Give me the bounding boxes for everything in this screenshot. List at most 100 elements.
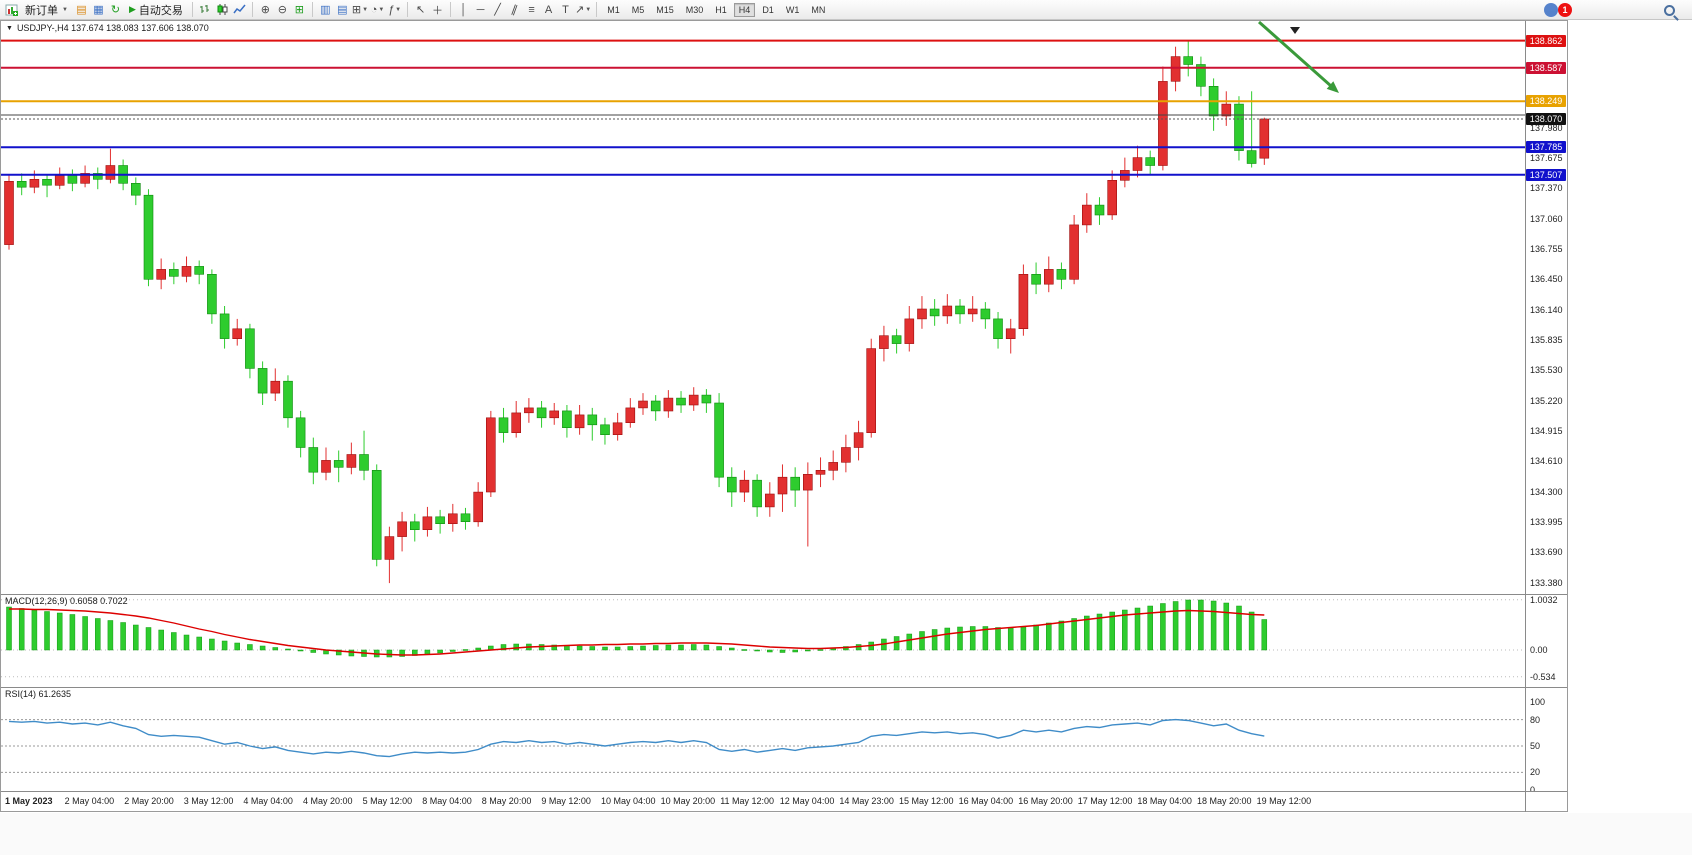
candle — [93, 167, 103, 190]
print-icon[interactable]: ▤ — [76, 4, 87, 16]
macd-histogram-bar — [1109, 611, 1115, 651]
timeframe-button-h1[interactable]: H1 — [715, 4, 727, 15]
macd-histogram-bar — [690, 644, 697, 651]
macd-histogram-bar — [640, 645, 646, 651]
macd-histogram-bar — [551, 644, 557, 651]
chart-shift-marker[interactable] — [1290, 27, 1300, 34]
candle — [295, 410, 306, 458]
time-axis-label: 8 May 04:00 — [422, 796, 472, 806]
candle — [612, 412, 623, 441]
chart-title-bar: ▼ USDJPY-,H4 137.674 138.083 137.606 138… — [6, 23, 209, 33]
charts-stack-icon[interactable]: ▦ — [93, 4, 104, 16]
candle — [993, 312, 1003, 349]
candlestick-chart-icon[interactable] — [214, 1, 231, 18]
status-dot-icon[interactable] — [1544, 3, 1558, 17]
macd-histogram-bar — [817, 649, 824, 651]
refresh-icon[interactable]: ↻ — [110, 4, 121, 16]
macd-histogram-bar — [133, 624, 139, 651]
period-clock-button[interactable]: ◔ ▼ — [370, 3, 385, 16]
candle — [1044, 256, 1054, 293]
macd-histogram-bar — [171, 632, 177, 651]
time-axis[interactable]: 1 May 2023 2 May 04:00 2 May 20:00 3 May 12… — [1, 791, 1567, 811]
timeframe-button-mn[interactable]: MN — [811, 4, 826, 15]
main-toolbar: 新订单 ▼ ▤ ▦ ↻ ▶ 自动交易 ⊕ ⊖ ⊞ ▥ ▤ ⊞ ▼ ◔ ▼ ƒ ▼ ↖ … — [0, 0, 1692, 20]
timeframe-button-h4[interactable]: H4 — [733, 2, 756, 17]
price-axis-label: 134.300 — [1530, 487, 1563, 498]
macd-histogram-bar — [805, 649, 811, 652]
text-tool-icon[interactable]: A — [544, 3, 553, 16]
annotation-arrow[interactable] — [1258, 21, 1339, 93]
macd-histogram-bar — [297, 649, 304, 652]
notification-badge[interactable]: 1 — [1558, 3, 1572, 17]
new-order-button[interactable]: 新订单 ▼ — [20, 1, 73, 18]
time-axis-label: 15 May 12:00 — [899, 796, 954, 806]
candle — [219, 306, 230, 349]
crosshair-icon[interactable]: ＋ — [432, 4, 444, 17]
macd-histogram-bar — [931, 629, 938, 651]
timeframe-button-m30[interactable]: M30 — [685, 4, 704, 15]
label-tool-icon[interactable]: T — [562, 3, 569, 16]
timeframe-button-w1[interactable]: W1 — [785, 4, 800, 15]
candle — [80, 165, 90, 188]
arrows-tool-button[interactable]: ↗ ▼ — [575, 4, 592, 16]
candle — [1094, 197, 1105, 225]
macd-histogram-bar — [1198, 599, 1204, 651]
new-chart-icon[interactable] — [3, 1, 20, 18]
chevron-down-icon: ▼ — [395, 6, 402, 13]
bar-chart-icon[interactable] — [197, 1, 214, 18]
candle — [1221, 91, 1232, 126]
macd-pane[interactable]: MACD(12,26,9) 0.6058 0.7022 1.0032 0.00 -0… — [1, 594, 1567, 687]
timeframe-group: M1 M5 M15 M30 H1 H4 D1 W1 MN — [601, 2, 831, 17]
candle — [879, 325, 889, 362]
cascade-windows-icon[interactable]: ▤ — [337, 4, 348, 16]
horizontal-line-tool-icon[interactable]: ─ — [476, 3, 485, 16]
zoom-in-icon[interactable]: ⊕ — [260, 4, 270, 16]
macd-histogram-bar — [120, 622, 126, 651]
zoom-out-icon[interactable]: ⊖ — [277, 4, 287, 16]
candle — [980, 302, 991, 329]
macd-histogram-bar — [1058, 620, 1065, 651]
candle — [435, 509, 445, 534]
timeframe-button-m15[interactable]: M15 — [656, 4, 674, 15]
macd-histogram-bar — [310, 649, 317, 653]
time-axis-label: 5 May 12:00 — [362, 796, 413, 806]
timeframe-button-m1[interactable]: M1 — [607, 4, 620, 15]
rsi-pane[interactable]: RSI(14) 61.2635 100 80 50 20 0 — [1, 687, 1567, 791]
trendline-tool-icon[interactable]: ╱ — [494, 4, 501, 16]
candle — [536, 401, 547, 428]
macd-histogram-bar — [158, 629, 164, 651]
chart-menu-toggle[interactable]: ▼ — [6, 24, 13, 32]
chevron-down-icon: ▼ — [378, 6, 385, 13]
arrange-windows-icon[interactable]: ▥ — [320, 4, 331, 16]
macd-histogram-bar — [234, 642, 240, 651]
price-axis-label: 135.835 — [1530, 335, 1563, 346]
chevron-down-icon: ▼ — [585, 6, 592, 13]
macd-histogram-bar — [1071, 618, 1077, 651]
price-chart-canvas[interactable] — [1, 21, 1525, 594]
candle — [460, 507, 471, 530]
timeframe-button-d1[interactable]: D1 — [762, 4, 774, 15]
fibonacci-tool-icon[interactable]: ≡ — [528, 3, 535, 16]
candle — [346, 442, 357, 475]
autotrading-button[interactable]: ▶ 自动交易 — [124, 1, 188, 18]
bar-chart-glyph — [199, 5, 209, 13]
tile-windows-icon[interactable]: ⊞ — [294, 4, 304, 16]
indicators-button[interactable]: ƒ ▼ — [388, 3, 402, 16]
macd-histogram-bar — [906, 633, 913, 651]
add-chart-button[interactable]: ⊞ ▼ — [351, 4, 369, 16]
line-chart-icon[interactable] — [231, 1, 248, 18]
toolbar-separator — [450, 2, 452, 17]
cursor-arrow-icon[interactable]: ↖ — [415, 4, 426, 16]
timeframe-button-m5[interactable]: M5 — [631, 4, 645, 15]
macd-histogram-bar — [56, 612, 63, 651]
macd-histogram-bar — [1236, 605, 1242, 651]
search-icon[interactable] — [1661, 2, 1678, 19]
candle — [917, 296, 927, 329]
channel-tool-icon[interactable]: ∥ — [509, 3, 520, 17]
macd-header: MACD(12,26,9) 0.6058 0.7022 — [5, 596, 128, 606]
price-pane[interactable]: ▼ USDJPY-,H4 137.674 138.083 137.606 138… — [1, 21, 1567, 594]
vertical-line-tool-icon[interactable]: │ — [460, 3, 467, 16]
macd-histogram-bar — [335, 649, 342, 656]
candle — [143, 189, 154, 287]
price-axis-label: 136.450 — [1530, 274, 1563, 285]
